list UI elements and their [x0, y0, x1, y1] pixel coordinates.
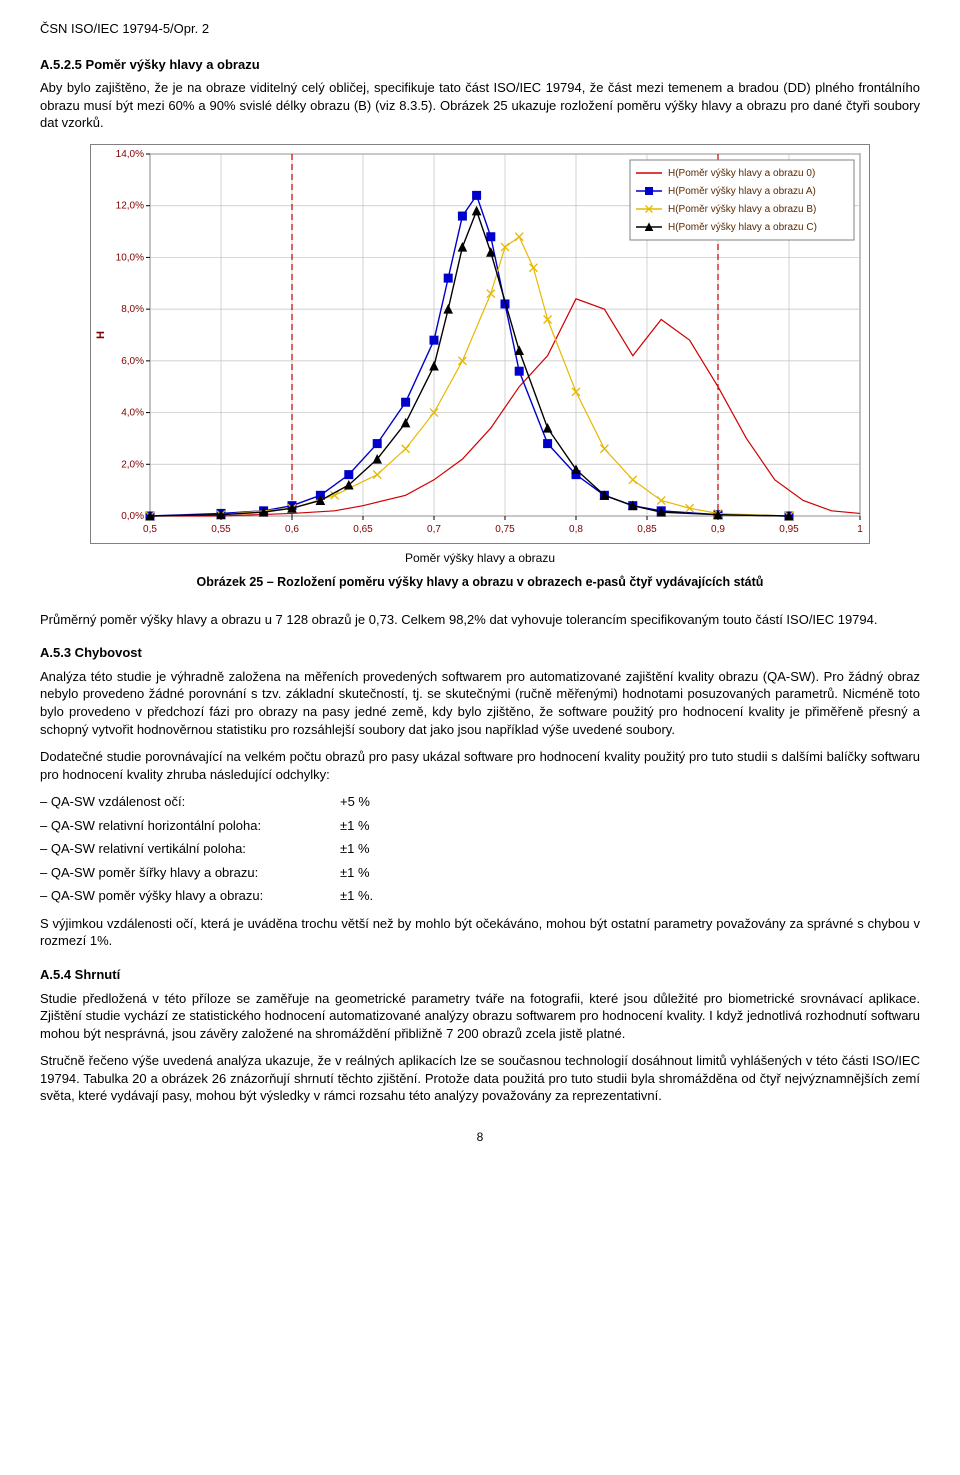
deviation-label: – QA-SW poměr šířky hlavy a obrazu:	[40, 864, 340, 882]
svg-text:H(Poměr výšky hlavy a obrazu A: H(Poměr výšky hlavy a obrazu A)	[668, 186, 816, 197]
deviation-label: – QA-SW vzdálenost očí:	[40, 793, 340, 811]
svg-text:12,0%: 12,0%	[116, 200, 144, 211]
para-a53-pre: Průměrný poměr výšky hlavy a obrazu u 7 …	[40, 611, 920, 629]
svg-text:0,95: 0,95	[779, 524, 799, 535]
deviation-row: – QA-SW poměr šířky hlavy a obrazu:±1 %	[40, 864, 920, 882]
deviation-label: – QA-SW relativní vertikální poloha:	[40, 840, 340, 858]
deviation-value: ±1 %	[340, 840, 370, 858]
svg-text:0,55: 0,55	[211, 524, 231, 535]
para-a53-3: S výjimkou vzdálenosti očí, která je uvá…	[40, 915, 920, 950]
para-a53-2: Dodatečné studie porovnávající na velkém…	[40, 748, 920, 783]
svg-text:H(Poměr výšky hlavy a obrazu 0: H(Poměr výšky hlavy a obrazu 0)	[668, 168, 815, 179]
deviation-row: – QA-SW relativní horizontální poloha:±1…	[40, 817, 920, 835]
svg-text:0,9: 0,9	[711, 524, 725, 535]
deviation-value: ±1 %.	[340, 887, 373, 905]
svg-text:0,7: 0,7	[427, 524, 441, 535]
svg-text:0,8: 0,8	[569, 524, 583, 535]
svg-text:8,0%: 8,0%	[121, 304, 144, 315]
svg-text:4,0%: 4,0%	[121, 407, 144, 418]
deviation-value: +5 %	[340, 793, 370, 811]
figure-25-caption: Obrázek 25 – Rozložení poměru výšky hlav…	[60, 574, 900, 591]
svg-text:0,6: 0,6	[285, 524, 299, 535]
deviation-list: – QA-SW vzdálenost očí:+5 %– QA-SW relat…	[40, 793, 920, 905]
heading-a53: A.5.3 Chybovost	[40, 644, 920, 662]
svg-text:10,0%: 10,0%	[116, 252, 144, 263]
heading-a525: A.5.2.5 Poměr výšky hlavy a obrazu	[40, 56, 920, 74]
doc-header: ČSN ISO/IEC 19794-5/Opr. 2	[40, 20, 920, 38]
svg-text:H(Poměr výšky hlavy a obrazu C: H(Poměr výšky hlavy a obrazu C)	[668, 222, 817, 233]
deviation-row: – QA-SW relativní vertikální poloha:±1 %	[40, 840, 920, 858]
deviation-label: – QA-SW relativní horizontální poloha:	[40, 817, 340, 835]
svg-text:0,65: 0,65	[353, 524, 373, 535]
svg-text:14,0%: 14,0%	[116, 149, 144, 160]
page-number: 8	[40, 1129, 920, 1145]
svg-text:0,75: 0,75	[495, 524, 515, 535]
para-a53-1: Analýza této studie je výhradně založena…	[40, 668, 920, 738]
chart-svg: 0,50,550,60,650,70,750,80,850,90,9510,0%…	[90, 144, 870, 544]
svg-text:H: H	[95, 331, 107, 339]
svg-text:0,0%: 0,0%	[121, 511, 144, 522]
svg-text:6,0%: 6,0%	[121, 356, 144, 367]
chart-axis-caption: Poměr výšky hlavy a obrazu	[60, 550, 900, 566]
svg-text:2,0%: 2,0%	[121, 459, 144, 470]
figure-25: 0,50,550,60,650,70,750,80,850,90,9510,0%…	[60, 144, 900, 591]
para-a54-2: Stručně řečeno výše uvedená analýza ukaz…	[40, 1052, 920, 1105]
deviation-label: – QA-SW poměr výšky hlavy a obrazu:	[40, 887, 340, 905]
svg-text:H(Poměr výšky hlavy a obrazu B: H(Poměr výšky hlavy a obrazu B)	[668, 204, 816, 215]
heading-a54: A.5.4 Shrnutí	[40, 966, 920, 984]
deviation-row: – QA-SW vzdálenost očí:+5 %	[40, 793, 920, 811]
para-a525-1: Aby bylo zajištěno, že je na obraze vidi…	[40, 79, 920, 132]
deviation-value: ±1 %	[340, 864, 370, 882]
svg-text:1: 1	[857, 524, 863, 535]
deviation-row: – QA-SW poměr výšky hlavy a obrazu:±1 %.	[40, 887, 920, 905]
svg-text:0,85: 0,85	[637, 524, 657, 535]
svg-text:0,5: 0,5	[143, 524, 157, 535]
para-a54-1: Studie předložená v této příloze se zamě…	[40, 990, 920, 1043]
deviation-value: ±1 %	[340, 817, 370, 835]
